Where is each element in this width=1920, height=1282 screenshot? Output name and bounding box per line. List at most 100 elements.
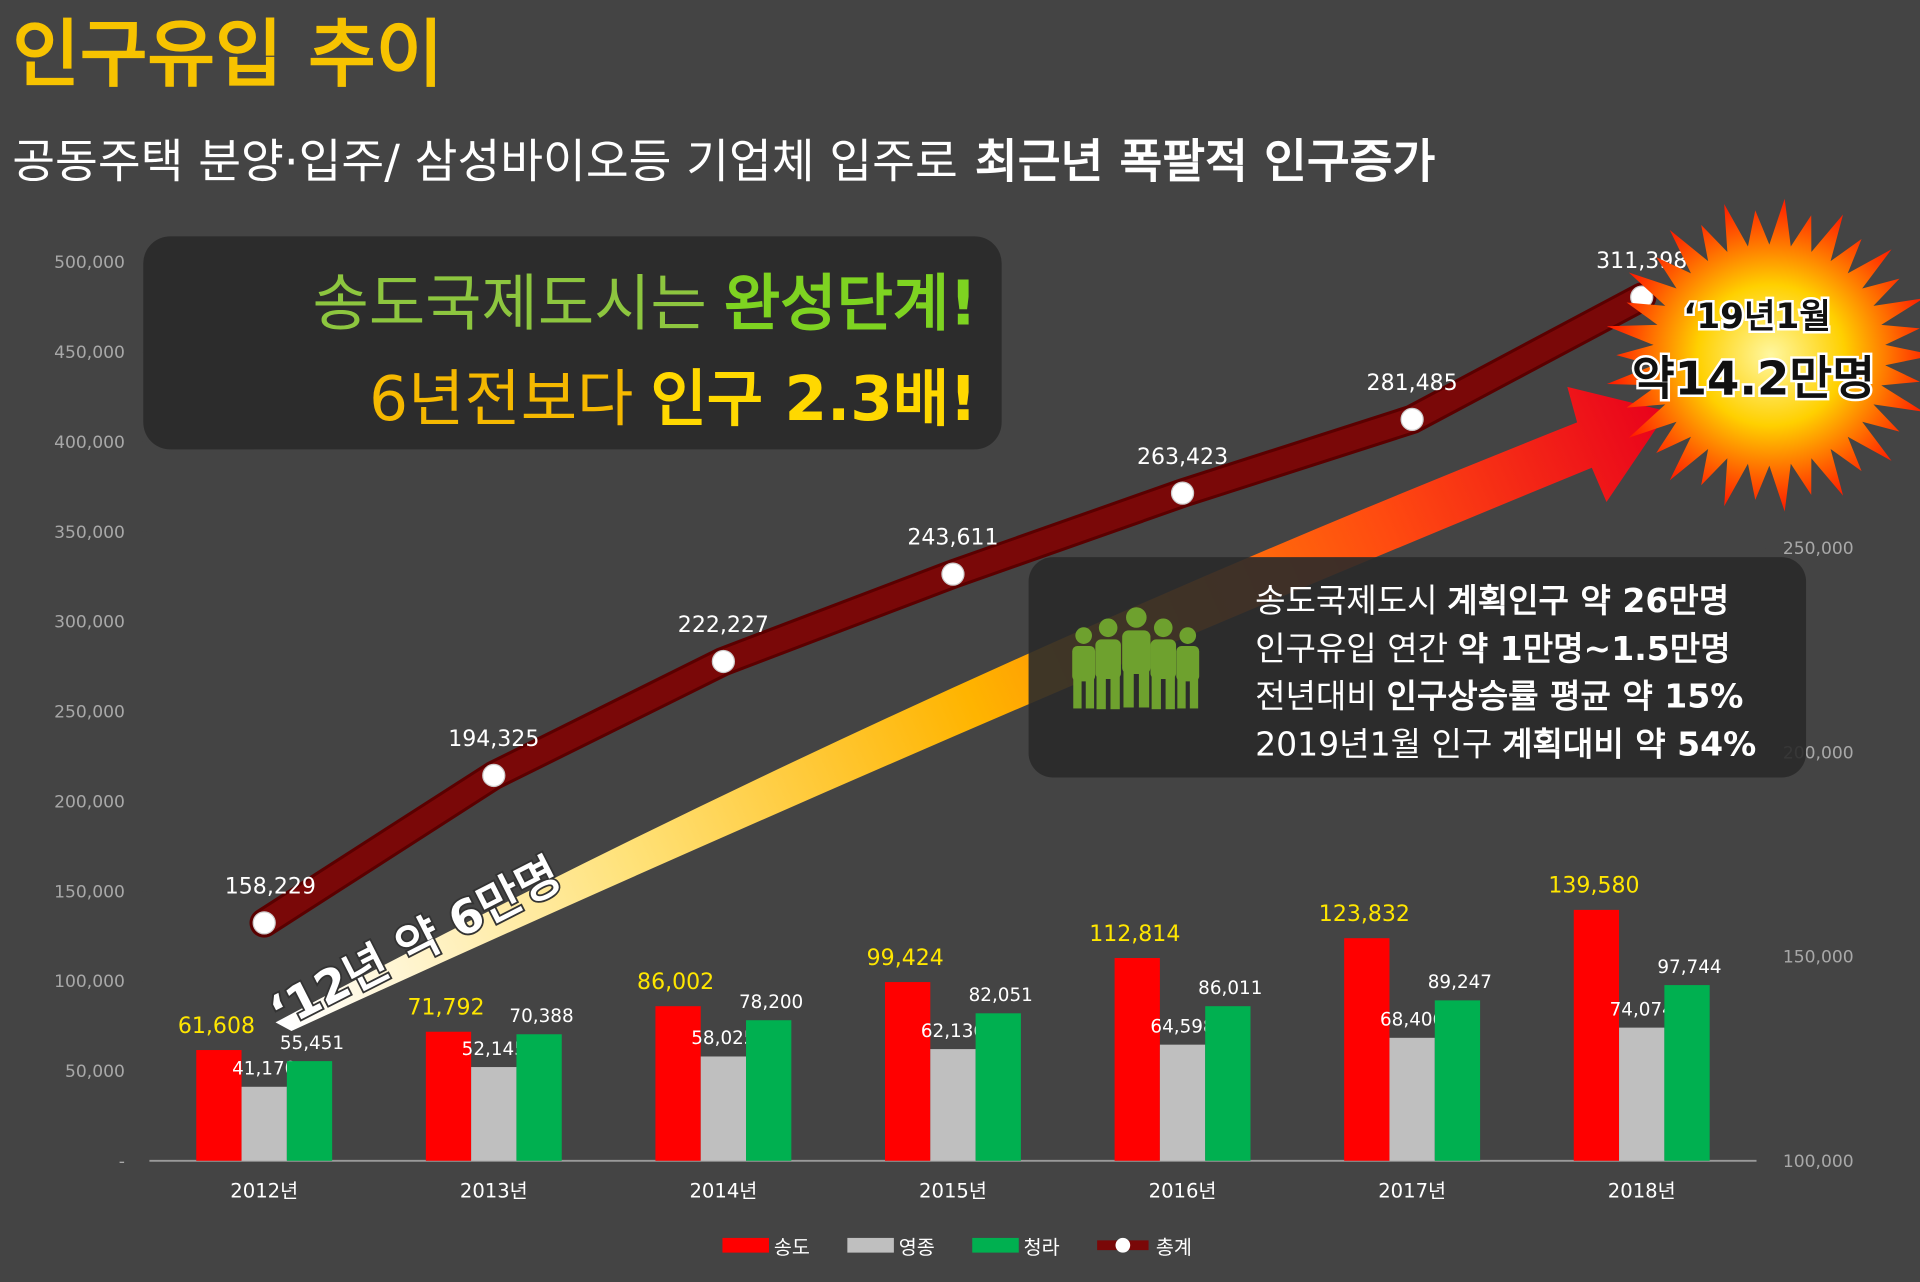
x-tick-label: 2016년 [1149, 1180, 1217, 1203]
bar [930, 1049, 976, 1161]
plot-area: - 50,000 100,000 150,000 200,000 250,000 300,0… [54, 249, 1854, 1203]
bar [1114, 957, 1160, 1161]
data-label: 70,388 [509, 1006, 573, 1027]
subtitle-emphasis: 최근년 폭팔적 인구증가 [975, 135, 1436, 189]
callout-text: 6년전보다 [369, 364, 633, 435]
info-emphasis: 계획인구 약 26만명 [1447, 581, 1729, 620]
data-label: 61,608 [178, 1014, 255, 1039]
y2-tick-label: 150,000 [1783, 948, 1854, 968]
growth-arrow [275, 386, 1668, 1031]
data-label: 281,485 [1367, 371, 1458, 396]
info-text: 인구유입 연간 [1255, 629, 1448, 668]
data-label: 58,025 [691, 1028, 755, 1049]
bar [1573, 909, 1620, 1161]
info-text: 전년대비 [1255, 677, 1377, 716]
data-label: 243,611 [907, 526, 998, 551]
data-label: 41,170 [232, 1059, 296, 1080]
callout-text: 송도국제도시는 [313, 268, 707, 339]
data-label: 52,145 [462, 1039, 526, 1060]
data-label: 123,832 [1319, 902, 1410, 927]
info-box [1028, 557, 1807, 778]
callout-line: 6년전보다 인구 2.3배! [369, 364, 977, 435]
callout-box [143, 236, 1002, 450]
data-label: 112,814 [1089, 922, 1180, 947]
callout-emphasis: 인구 2.3배! [650, 364, 977, 435]
bar [1619, 1027, 1665, 1161]
bar [1344, 938, 1390, 1161]
info-text: 송도국제도시 [1255, 581, 1437, 620]
subtitle-text: 공동주택 분양·입주/ 삼성바이오등 기업체 입주로 [12, 135, 958, 189]
y-tick-label: - [119, 1152, 125, 1172]
burst-text: ‘19년1월 [1683, 297, 1831, 337]
starburst [1606, 198, 1920, 512]
data-label: 82,051 [969, 985, 1033, 1006]
bar [700, 1056, 747, 1161]
legend: 송도 영종 청라 총계 [722, 1236, 1192, 1259]
bar [1389, 1037, 1435, 1161]
line-marker [1170, 481, 1195, 505]
callout-emphasis: 완성단계! [724, 268, 977, 339]
line-marker [482, 763, 506, 788]
data-label: 263,423 [1137, 445, 1228, 470]
burst-text: 약14.2만명 [1632, 351, 1875, 405]
legend-swatch [1115, 1237, 1131, 1253]
data-label: 71,792 [407, 996, 484, 1021]
y-tick-label: 200,000 [54, 792, 125, 812]
page-title: 인구유입 추이 [12, 13, 443, 98]
y-tick-label: 100,000 [54, 972, 125, 992]
info-line: 2019년1월 인구 계획대비 약 54% [1255, 724, 1756, 763]
data-label: 62,136 [921, 1021, 985, 1042]
data-label: 158,229 [225, 875, 316, 900]
legend-swatch [972, 1237, 1019, 1253]
bar [516, 1034, 562, 1161]
info-line: 인구유입 연간 약 1만명~1.5만명 [1255, 629, 1730, 668]
bar [471, 1067, 517, 1161]
x-tick-label: 2012년 [230, 1180, 298, 1203]
info-line: 전년대비 인구상승률 평균 약 15% [1255, 677, 1743, 716]
data-label: 68,406 [1380, 1010, 1444, 1031]
legend-swatch [847, 1237, 894, 1253]
info-emphasis: 계획대비 약 54% [1502, 724, 1756, 763]
legend-label: 총계 [1156, 1236, 1192, 1259]
data-label: 78,200 [739, 992, 803, 1013]
data-label: 97,744 [1657, 957, 1721, 978]
bar [286, 1061, 333, 1161]
bar [1434, 1000, 1481, 1161]
info-line: 송도국제도시 계획인구 약 26만명 [1255, 581, 1729, 620]
y2-tick-label: 100,000 [1783, 1152, 1854, 1172]
y-tick-label: 350,000 [54, 523, 125, 543]
y-tick-label: 50,000 [65, 1062, 125, 1082]
legend-label: 송도 [774, 1236, 810, 1259]
y-tick-label: 500,000 [54, 253, 125, 273]
bar [196, 1050, 242, 1161]
x-tick-label: 2018년 [1608, 1180, 1676, 1203]
bar [1159, 1044, 1206, 1161]
data-label: 139,580 [1548, 874, 1639, 899]
info-text: 2019년1월 인구 [1255, 724, 1492, 763]
legend-label: 영종 [899, 1236, 935, 1259]
line-marker [941, 562, 965, 586]
data-label: 86,002 [637, 970, 714, 995]
data-label: 55,451 [280, 1033, 344, 1054]
data-label: 74,074 [1610, 999, 1674, 1020]
y2-tick-label: 250,000 [1783, 539, 1854, 559]
callout-line: 송도국제도시는 완성단계! [313, 268, 978, 339]
data-label: 194,325 [448, 727, 539, 752]
x-tick-label: 2015년 [919, 1180, 987, 1203]
y-tick-label: 400,000 [54, 433, 125, 453]
y-tick-label: 250,000 [54, 703, 125, 723]
bar [241, 1086, 287, 1161]
bar [885, 982, 931, 1161]
subtitle: 공동주택 분양·입주/ 삼성바이오등 기업체 입주로 최근년 폭팔적 인구증가 [12, 135, 1435, 189]
data-label: 99,424 [867, 946, 944, 971]
y-tick-label: 150,000 [54, 882, 125, 902]
data-label: 89,247 [1428, 972, 1492, 993]
x-tick-label: 2013년 [460, 1180, 528, 1203]
data-label: 86,011 [1198, 978, 1262, 999]
x-tick-label: 2014년 [689, 1180, 757, 1203]
info-emphasis: 인구상승률 평균 약 15% [1387, 677, 1744, 716]
bar [975, 1013, 1021, 1161]
y-tick-label: 450,000 [54, 343, 125, 363]
bar [425, 1031, 472, 1161]
